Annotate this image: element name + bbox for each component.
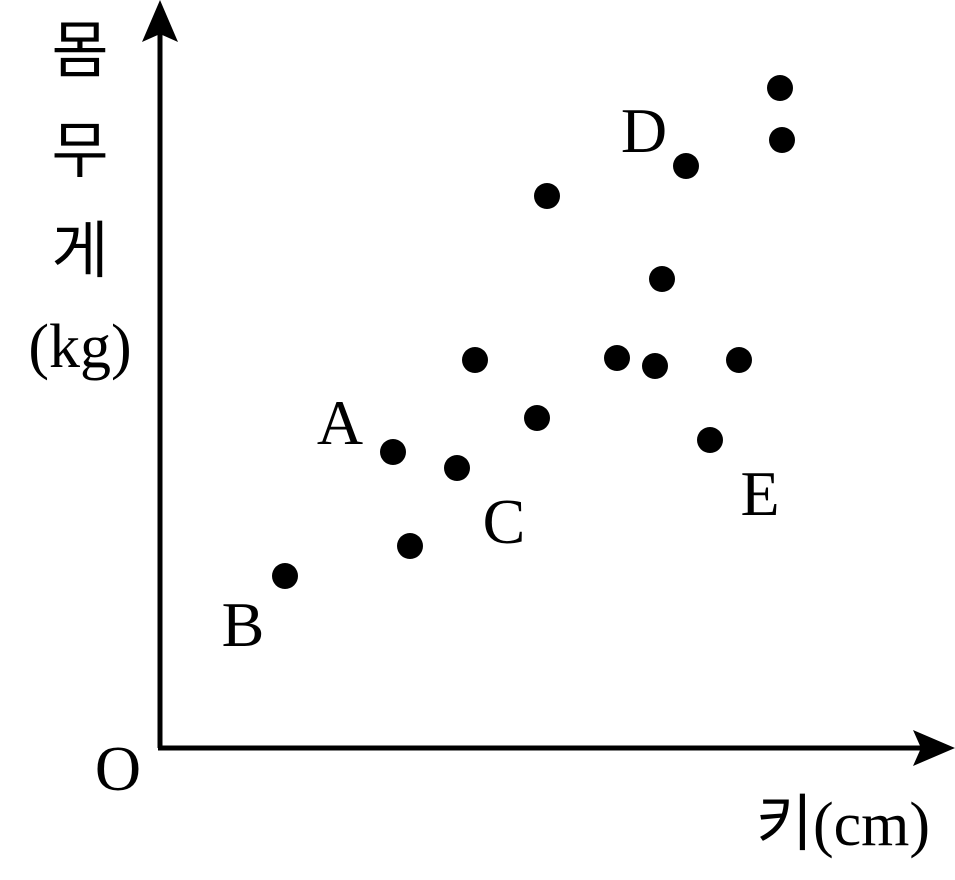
y-axis-label: 무 bbox=[51, 118, 108, 186]
point-label: C bbox=[483, 486, 526, 557]
scatter-point bbox=[726, 347, 752, 373]
x-axis-arrow bbox=[913, 730, 955, 766]
scatter-point bbox=[604, 345, 630, 371]
scatter-point bbox=[649, 266, 675, 292]
scatter-point bbox=[397, 533, 423, 559]
scatter-point bbox=[524, 405, 550, 431]
scatter-point bbox=[534, 183, 560, 209]
scatter-point bbox=[462, 347, 488, 373]
scatter-point bbox=[380, 439, 406, 465]
scatter-point bbox=[697, 427, 723, 453]
origin-label: O bbox=[95, 733, 141, 804]
scatter-point bbox=[272, 563, 298, 589]
y-axis-label: 몸 bbox=[51, 18, 108, 86]
scatter-point bbox=[769, 127, 795, 153]
point-label: B bbox=[222, 589, 265, 660]
scatter-point bbox=[444, 455, 470, 481]
point-label: A bbox=[317, 387, 363, 458]
y-axis-arrow bbox=[142, 0, 178, 42]
point-label: E bbox=[740, 458, 779, 529]
scatter-point bbox=[673, 153, 699, 179]
x-axis-label: 키(cm) bbox=[756, 791, 930, 859]
y-axis-label: 게 bbox=[51, 218, 108, 286]
scatter-point bbox=[642, 353, 668, 379]
point-label: D bbox=[621, 95, 667, 166]
y-axis-label: (kg) bbox=[28, 313, 131, 381]
scatter-point bbox=[767, 75, 793, 101]
